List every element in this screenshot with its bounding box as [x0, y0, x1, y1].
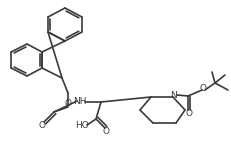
- Text: O: O: [64, 98, 71, 107]
- Text: NH: NH: [73, 98, 86, 107]
- Text: O: O: [38, 120, 45, 129]
- Text: O: O: [102, 127, 109, 136]
- Text: O: O: [185, 109, 192, 117]
- Text: N: N: [170, 90, 177, 100]
- Text: O: O: [199, 85, 206, 93]
- Text: HO: HO: [75, 120, 88, 129]
